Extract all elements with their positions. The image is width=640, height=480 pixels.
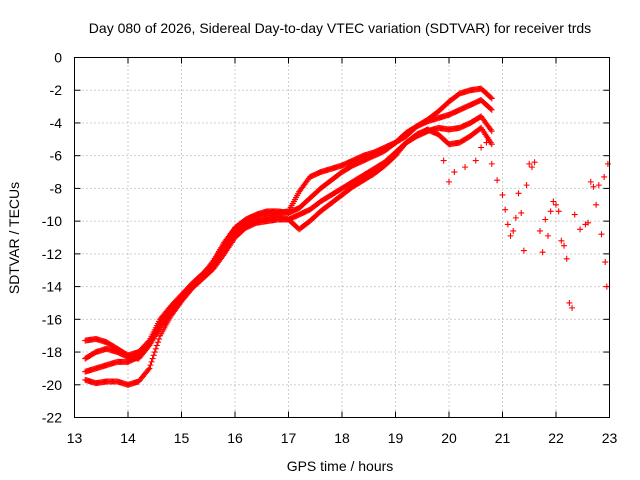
plot-frame: [74, 57, 610, 418]
y-tick-labels: 0 -2 -4 -6 -8 -10 -12 -14 -16 -18 -20 -22: [42, 50, 62, 426]
y-tick-label: -20: [42, 377, 62, 393]
x-tick-labels: 13 14 15 16 17 18 19 20 21 22 23: [67, 430, 618, 446]
x-tick-label: 16: [227, 430, 243, 446]
data-point: [602, 259, 609, 266]
x-tick-label: 22: [548, 430, 564, 446]
y-axis-label: SDTVAR / TECUs: [6, 182, 22, 294]
data-point: [472, 157, 479, 164]
y-tick-label: -22: [42, 410, 62, 426]
x-tick-label: 21: [495, 430, 511, 446]
data-point: [536, 227, 543, 234]
data-point: [550, 198, 557, 205]
data-point: [553, 201, 559, 208]
x-tick-label: 23: [602, 430, 618, 446]
data-point: [499, 191, 506, 198]
data-point: [446, 178, 452, 185]
data-point: [523, 182, 530, 189]
y-tick-label: -2: [50, 82, 63, 98]
y-tick-label: -8: [50, 180, 63, 196]
data-point: [488, 95, 495, 102]
data-point: [563, 255, 570, 262]
data-point-interp: [487, 105, 494, 112]
x-tick-label: 20: [441, 430, 457, 446]
data-point-interp: [145, 342, 152, 349]
series-scatter-tail: [440, 139, 611, 311]
data-point: [146, 365, 153, 372]
data-point: [531, 159, 538, 166]
chart-title: Day 080 of 2026, Sidereal Day-to-day VTE…: [89, 20, 591, 36]
data-point: [571, 211, 578, 218]
data-point: [598, 231, 605, 238]
y-tick-label: -6: [50, 148, 63, 164]
data-point: [483, 139, 490, 146]
data-point: [488, 128, 495, 135]
x-tick-label: 15: [174, 430, 190, 446]
data-point-interp: [487, 94, 494, 101]
data-point: [504, 221, 511, 228]
data-series: [82, 85, 611, 388]
data-point: [542, 216, 549, 223]
data-point: [510, 227, 517, 234]
data-point-interp: [153, 342, 160, 349]
x-tick-label: 17: [281, 430, 297, 446]
data-point: [555, 208, 562, 215]
x-tick-label: 13: [67, 430, 83, 446]
data-point-interp: [145, 366, 152, 373]
data-point: [515, 190, 522, 197]
data-point-interp: [147, 362, 154, 369]
data-point: [488, 160, 495, 167]
data-point: [603, 283, 610, 290]
data-point: [494, 177, 501, 184]
data-point: [566, 299, 573, 306]
data-point: [590, 183, 597, 190]
data-point: [528, 164, 535, 171]
data-point: [507, 232, 514, 239]
y-tick-label: 0: [54, 50, 62, 66]
y-tick-label: -18: [42, 344, 62, 360]
data-point: [520, 247, 527, 254]
data-point: [451, 169, 458, 176]
y-tick-label: -16: [42, 311, 62, 327]
x-tick-label: 14: [120, 430, 136, 446]
data-point: [462, 164, 469, 171]
data-point-interp: [156, 335, 163, 342]
data-point: [544, 232, 551, 239]
data-point: [593, 201, 600, 208]
data-point: [561, 242, 568, 249]
series-trace-b: [82, 97, 495, 362]
data-point: [478, 144, 485, 151]
x-tick-label: 18: [334, 430, 350, 446]
data-point: [502, 206, 509, 213]
data-point: [587, 178, 594, 185]
data-point: [440, 157, 447, 164]
data-point: [488, 141, 495, 148]
y-tick-label: -10: [42, 213, 62, 229]
data-point-interp: [154, 339, 161, 346]
y-tick-label: -4: [50, 115, 63, 131]
data-point: [601, 173, 608, 180]
data-point: [518, 209, 525, 216]
data-point: [569, 304, 576, 311]
data-point-interp: [149, 355, 156, 362]
x-tick-label: 19: [388, 430, 404, 446]
data-point: [595, 182, 602, 189]
data-point-interp: [148, 358, 155, 365]
data-point-interp: [151, 349, 158, 356]
y-tick-label: -14: [42, 279, 62, 295]
data-point: [558, 237, 565, 244]
data-point: [585, 219, 592, 226]
y-tick-label: -12: [42, 246, 62, 262]
data-point: [577, 226, 584, 233]
data-point-interp: [152, 345, 159, 352]
x-axis-label: GPS time / hours: [287, 458, 394, 474]
data-point: [539, 249, 546, 256]
data-point: [526, 160, 533, 167]
data-point: [512, 214, 519, 221]
data-point-interp: [150, 352, 157, 359]
data-point: [547, 208, 554, 215]
data-point: [488, 106, 495, 113]
series-trace-d: [82, 124, 495, 388]
